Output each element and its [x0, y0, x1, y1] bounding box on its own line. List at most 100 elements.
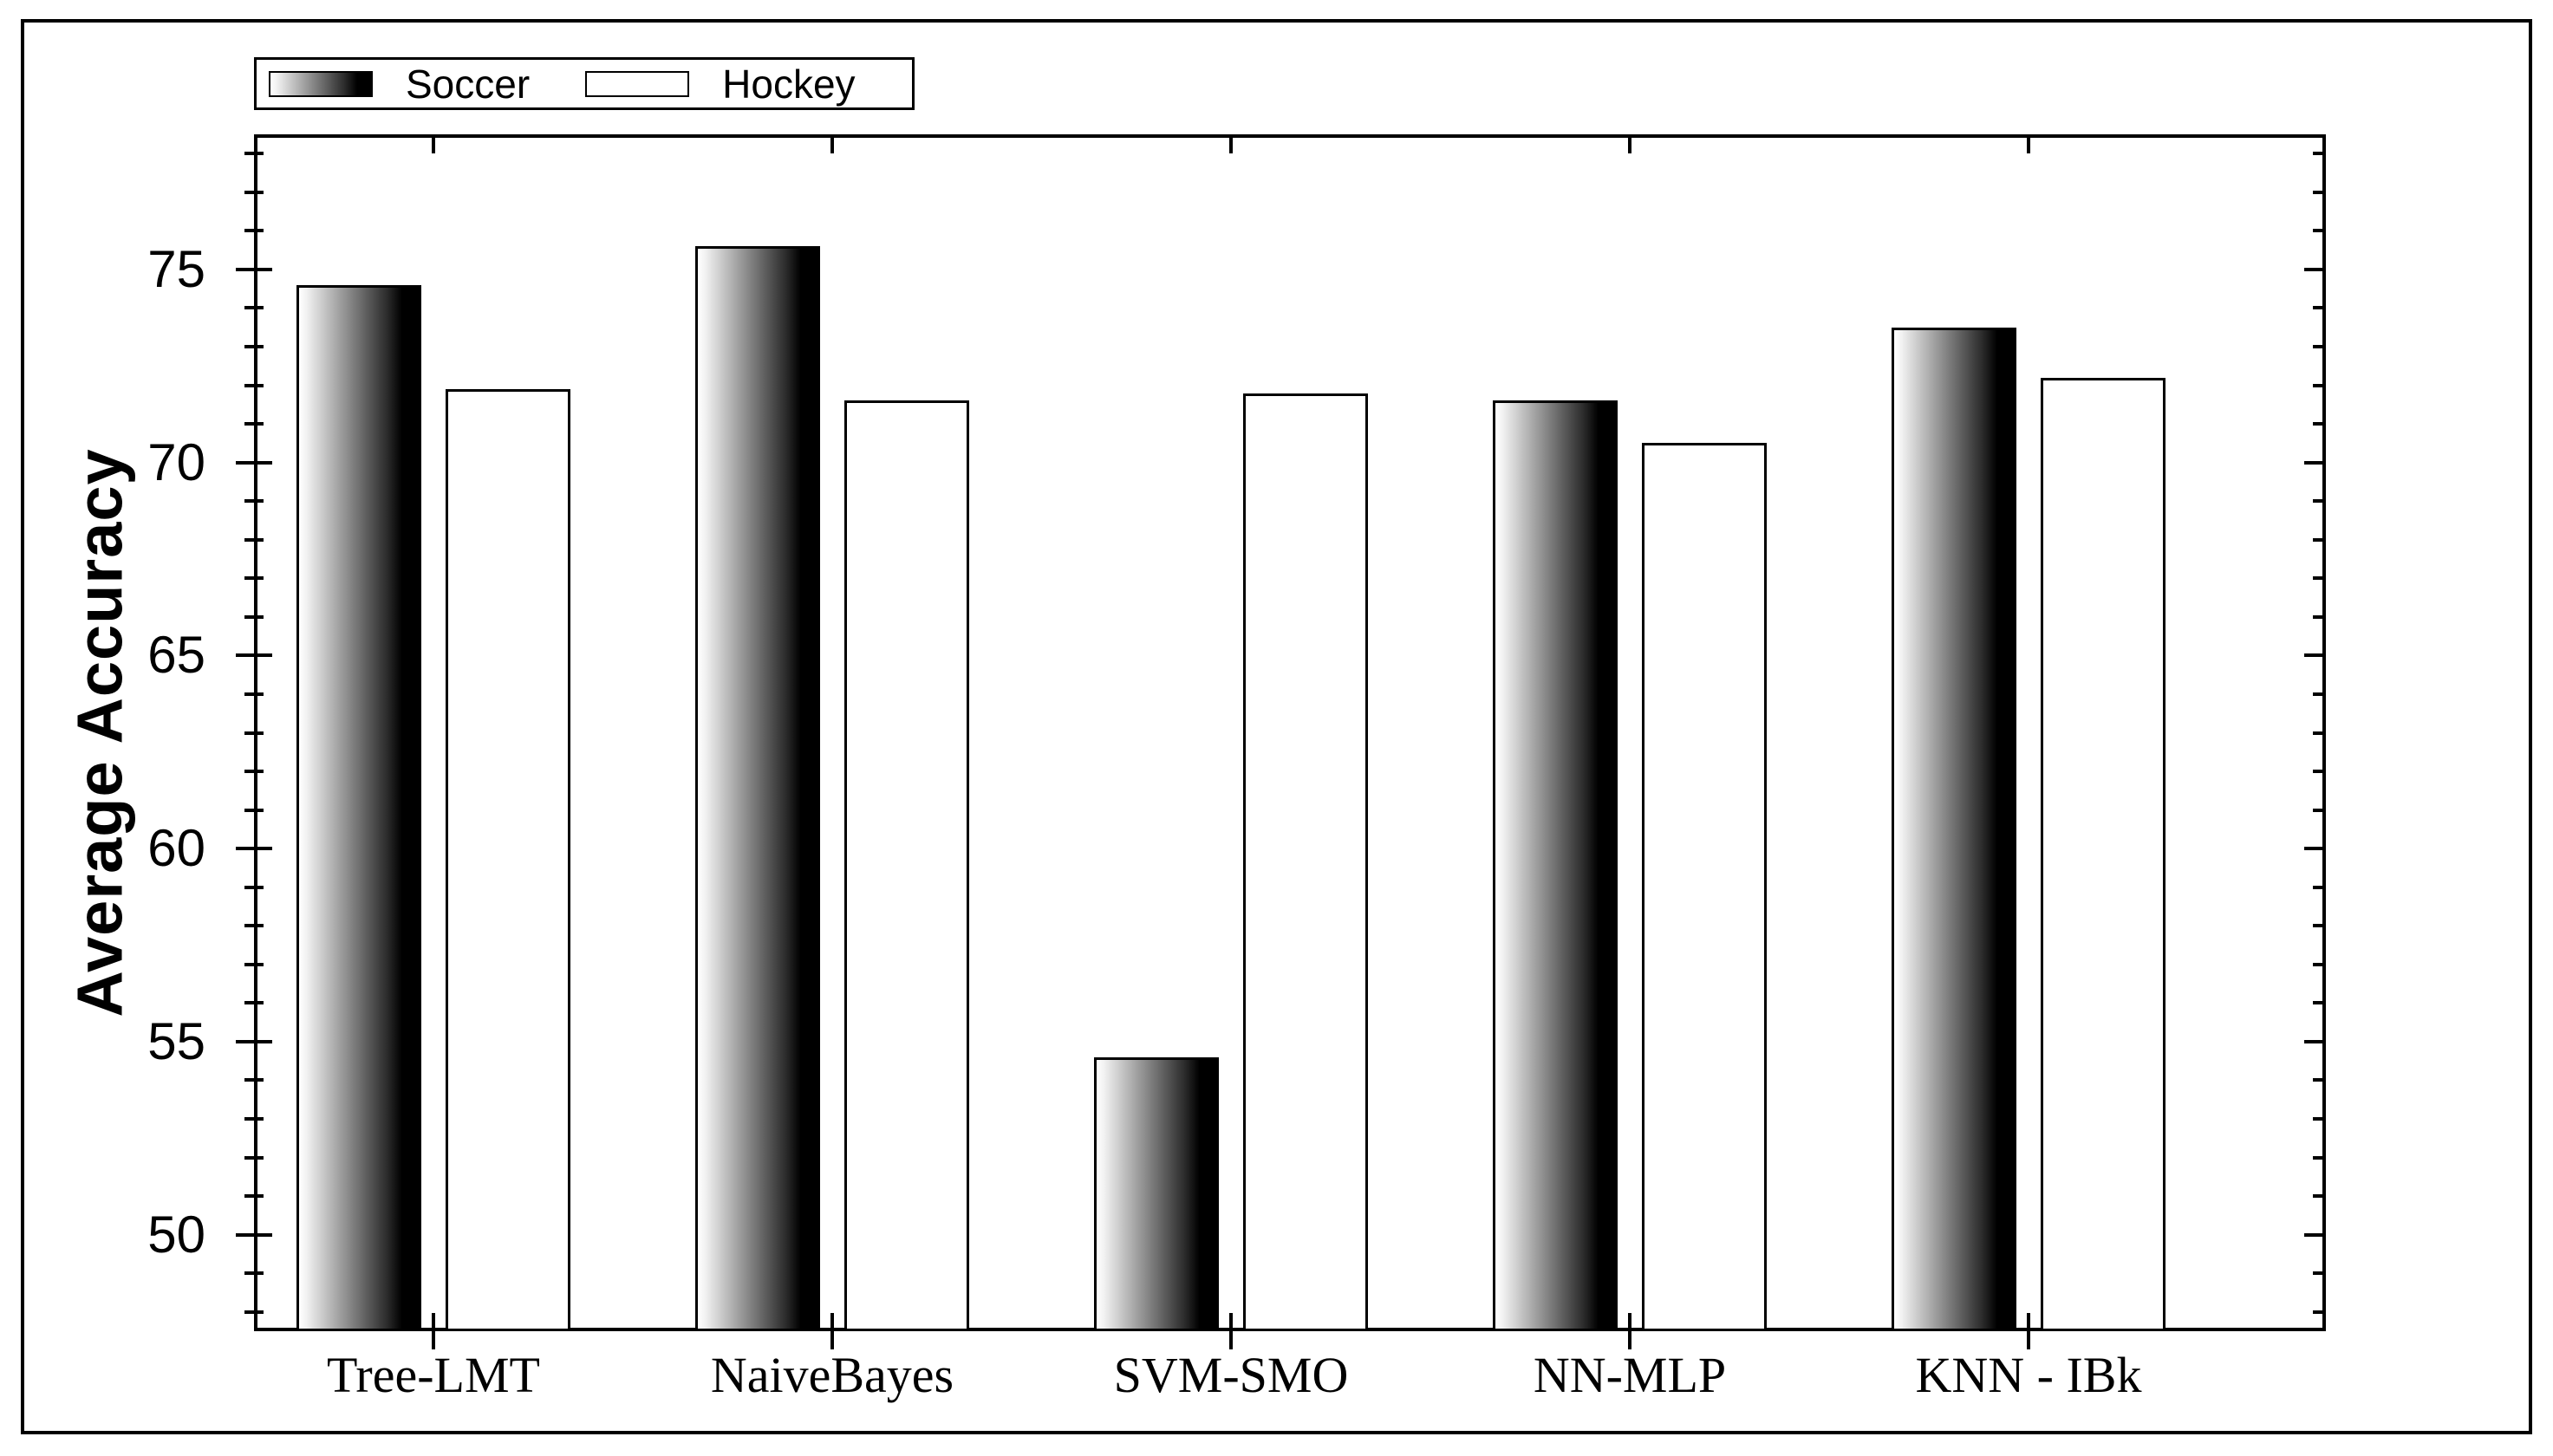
y-minor-tick: [244, 962, 264, 966]
y-minor-tick: [244, 499, 264, 504]
y-minor-tick: [244, 422, 264, 426]
y-minor-tick: [2313, 306, 2322, 310]
y-tick-label: 75: [147, 239, 205, 298]
legend-swatch-soccer: [269, 70, 373, 97]
y-major-tick: [2304, 267, 2322, 271]
y-minor-tick: [2313, 1001, 2322, 1005]
category-tick-bottom: [830, 1313, 834, 1349]
bar-soccer-knn-ibk: [1892, 327, 2016, 1331]
y-tick-label: 55: [147, 1011, 205, 1070]
y-minor-tick: [2313, 537, 2322, 542]
y-minor-tick: [2313, 692, 2322, 696]
y-minor-tick: [2313, 229, 2322, 233]
y-minor-tick: [2313, 731, 2322, 735]
y-axis-title: Average Accuracy: [35, 134, 165, 1331]
y-minor-tick: [2313, 808, 2322, 812]
category-tick-top: [1628, 134, 1631, 153]
y-major-tick: [2304, 847, 2322, 851]
y-minor-tick: [244, 924, 264, 928]
y-major-tick: [236, 1232, 272, 1237]
category-tick-bottom: [1229, 1313, 1233, 1349]
bar-hockey-nn-mlp: [1642, 443, 1767, 1331]
y-minor-tick: [244, 576, 264, 581]
y-minor-tick: [244, 152, 264, 156]
y-major-tick: [236, 1039, 272, 1043]
y-minor-tick: [2313, 383, 2322, 387]
plot-area: 50 55 60 65 70 75 Tree-LMT NaiveBayes SVM-SMO NN-…: [147, 134, 2326, 1402]
y-minor-tick: [244, 345, 264, 349]
y-axis-title-text: Average Accuracy: [63, 448, 136, 1017]
y-minor-tick: [2313, 1194, 2322, 1199]
y-major-tick: [236, 653, 272, 658]
y-minor-tick: [244, 1271, 264, 1276]
y-minor-tick: [244, 1078, 264, 1082]
x-category-label: SVM-SMO: [1113, 1347, 1349, 1403]
y-minor-tick: [244, 1001, 264, 1005]
y-major-tick: [2304, 460, 2322, 465]
legend-label-hockey: Hockey: [722, 61, 856, 107]
y-minor-tick: [2313, 1310, 2322, 1314]
y-tick-label: 60: [147, 819, 205, 878]
y-tick-label: 50: [147, 1205, 205, 1264]
x-category-label: NN-MLP: [1533, 1347, 1727, 1403]
bar-hockey-tree-lmt: [446, 389, 570, 1331]
y-minor-tick: [244, 1194, 264, 1199]
y-major-tick: [2304, 1232, 2322, 1237]
y-minor-tick: [244, 885, 264, 889]
category-tick-top: [1229, 134, 1233, 153]
legend-label-soccer: Soccer: [406, 61, 531, 107]
category-tick-top: [432, 134, 435, 153]
legend-item-soccer: Soccer: [269, 64, 530, 104]
y-minor-tick: [244, 306, 264, 310]
y-minor-tick: [244, 383, 264, 387]
bar-soccer-nn-mlp: [1493, 400, 1618, 1331]
y-major-tick: [236, 847, 272, 851]
y-minor-tick: [244, 190, 264, 194]
bar-soccer-naivebayes: [695, 246, 820, 1331]
y-minor-tick: [2313, 614, 2322, 619]
y-tick-label: 65: [147, 626, 205, 685]
y-minor-tick: [2313, 190, 2322, 194]
y-minor-tick: [2313, 1078, 2322, 1082]
y-minor-tick: [244, 537, 264, 542]
bar-soccer-svm-smo: [1094, 1056, 1219, 1331]
legend-swatch-hockey: [585, 70, 690, 97]
y-major-tick: [236, 460, 272, 465]
y-minor-tick: [244, 614, 264, 619]
y-minor-tick: [2313, 499, 2322, 504]
y-minor-tick: [244, 731, 264, 735]
y-minor-tick: [2313, 962, 2322, 966]
legend-item-hockey: Hockey: [585, 61, 856, 107]
y-minor-tick: [2313, 1155, 2322, 1160]
y-minor-tick: [2313, 1271, 2322, 1276]
bar-hockey-svm-smo: [1243, 393, 1368, 1331]
y-minor-tick: [2313, 152, 2322, 156]
y-minor-tick: [2313, 576, 2322, 581]
bar-hockey-naivebayes: [844, 400, 969, 1331]
category-tick-bottom: [432, 1313, 435, 1349]
y-minor-tick: [244, 770, 264, 774]
y-major-tick: [236, 267, 272, 271]
x-category-label: Tree-LMT: [327, 1347, 540, 1403]
category-tick-top: [830, 134, 834, 153]
y-minor-tick: [244, 229, 264, 233]
category-tick-bottom: [2027, 1313, 2030, 1349]
y-minor-tick: [2313, 885, 2322, 889]
y-minor-tick: [244, 1155, 264, 1160]
bar-hockey-knn-ibk: [2041, 377, 2165, 1331]
x-category-label: NaiveBayes: [710, 1347, 954, 1403]
y-minor-tick: [244, 808, 264, 812]
y-minor-tick: [2313, 1116, 2322, 1121]
x-category-label: KNN - IBk: [1915, 1347, 2142, 1403]
y-minor-tick: [2313, 770, 2322, 774]
category-tick-top: [2027, 134, 2030, 153]
category-tick-bottom: [1628, 1313, 1631, 1349]
y-major-tick: [2304, 1039, 2322, 1043]
y-tick-label: 70: [147, 432, 205, 491]
y-minor-tick: [244, 692, 264, 696]
y-minor-tick: [2313, 345, 2322, 349]
y-minor-tick: [244, 1310, 264, 1314]
legend: Soccer Hockey: [254, 57, 915, 110]
bar-soccer-tree-lmt: [296, 284, 421, 1331]
